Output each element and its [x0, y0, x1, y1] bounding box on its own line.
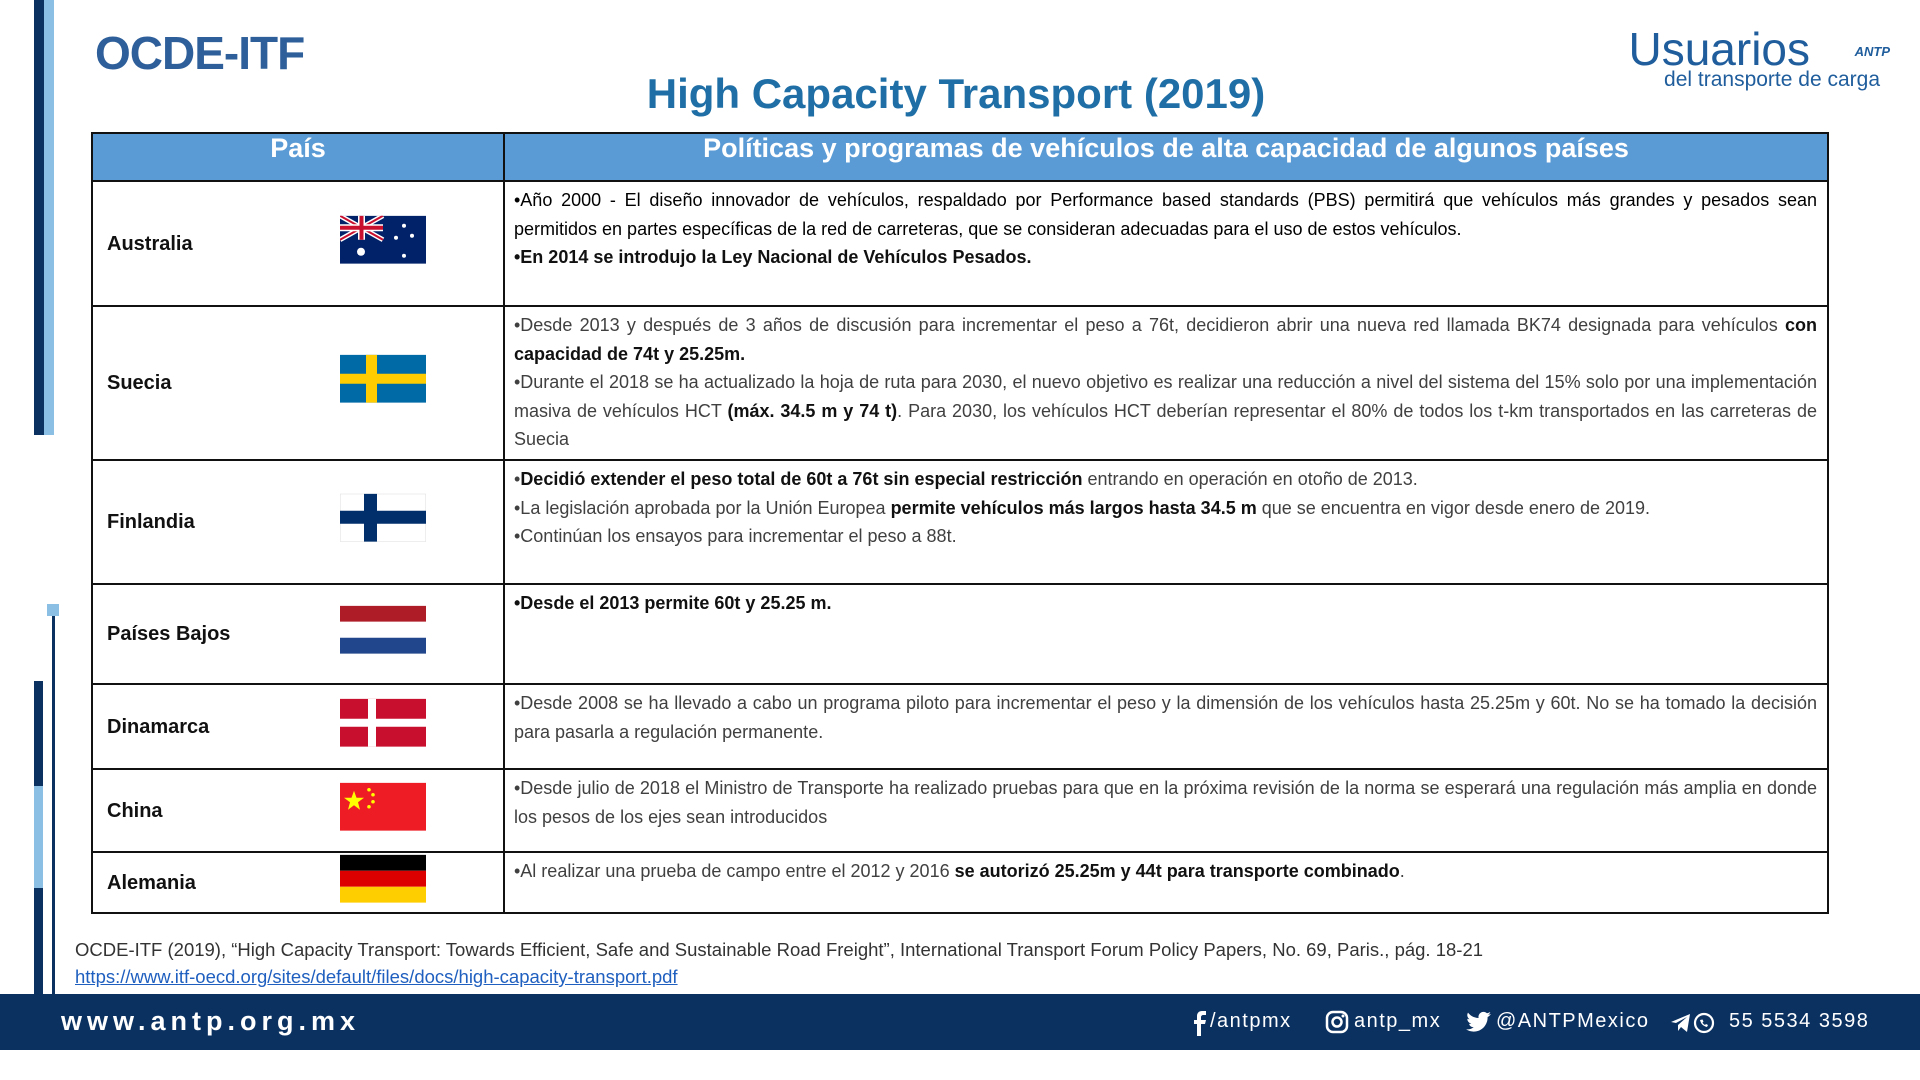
flag [338, 213, 426, 272]
instagram[interactable]: antp_mx [1354, 1010, 1442, 1032]
policy-cell: •Desde 2013 y después de 3 años de discu… [503, 305, 1829, 461]
citation-link[interactable]: https://www.itf-oecd.org/sites/default/f… [75, 966, 678, 987]
table-row: Australia •Año 2000 - El diseño innovador… [91, 180, 1829, 307]
policy-cell: •Desde el 2013 permite 60t y 25.25 m. [503, 583, 1829, 685]
deco-line [52, 616, 55, 994]
table-row: Suecia •Desde 2013 y después de 3 años de… [91, 305, 1829, 461]
deco-bar [34, 0, 44, 435]
country-cell: Alemania [91, 851, 505, 914]
bullet: •Desde 2008 se ha llevado a cabo un prog… [514, 689, 1817, 746]
instagram-icon [1325, 1010, 1349, 1034]
table-row: Alemania •Al realizar una prueba de campo… [91, 851, 1829, 914]
text-run: •Durante el 2018 se ha actualizado la ho… [514, 372, 1817, 421]
table-row: Finlandia •Decidió extender el peso total… [91, 459, 1829, 585]
column-header: Políticas y programas de vehículos de al… [503, 132, 1829, 182]
text-run: Decidió extender el peso total de 60t a … [520, 469, 1083, 489]
table-row: Países Bajos •Desde el 2013 permite 60t y… [91, 583, 1829, 685]
policy-cell: •Desde 2008 se ha llevado a cabo un prog… [503, 683, 1829, 770]
text-run: permite vehículos más largos hasta 34.5 … [890, 497, 1257, 518]
country-cell: China [91, 768, 505, 853]
bullet: •Continúan los ensayos para incrementar … [514, 522, 1817, 551]
footer: www.antp.org.mx /antpmx antp_mx @ANTPMex… [0, 994, 1920, 1050]
country-cell: Finlandia [91, 459, 505, 585]
flag [340, 854, 426, 911]
text-run: •Año 2000 - El diseño innovador de vehíc… [514, 190, 1817, 239]
country-name: Finlandia [107, 510, 195, 533]
logo-badge: ANTP [1854, 44, 1890, 59]
column-header: País [91, 132, 505, 182]
twitter[interactable]: @ANTPMexico [1496, 1010, 1650, 1032]
deco-bar [34, 786, 43, 888]
bullet: •En 2014 se introdujo la Ley Nacional de… [514, 243, 1817, 272]
country-cell: Países Bajos [91, 583, 505, 685]
text-run: •Desde 2008 se ha llevado a cabo un prog… [514, 693, 1817, 742]
title: High Capacity Transport (2019) [646, 70, 1266, 117]
twitter-icon [1466, 1011, 1491, 1032]
text-run: que se encuentra en vigor desde enero de… [1256, 497, 1651, 518]
country-name: Suecia [107, 371, 172, 394]
policy-cell: •Año 2000 - El diseño innovador de vehíc… [503, 180, 1829, 307]
country-name: Países Bajos [107, 622, 231, 645]
policy-cell: •Al realizar una prueba de campo entre e… [503, 851, 1829, 914]
bullet: •Decidió extender el peso total de 60t a… [514, 465, 1817, 494]
bullet: •Durante el 2018 se ha actualizado la ho… [514, 368, 1817, 454]
policy-table: País Políticas y programas de vehículos d… [91, 132, 1829, 914]
bullet: •Desde el 2013 permite 60t y 25.25 m. [514, 589, 1817, 618]
website[interactable]: www.antp.org.mx [61, 1006, 361, 1036]
deco-square [47, 604, 59, 616]
table-row: China •Desde julio de 2018 el Ministro de… [91, 768, 1829, 853]
text-run: •Desde julio de 2018 el Ministro de Tran… [514, 778, 1817, 827]
citation-text: OCDE-ITF (2019), “High Capacity Transpor… [75, 939, 1484, 960]
bullet: •Año 2000 - El diseño innovador de vehíc… [514, 186, 1817, 243]
text-run: •Desde el 2013 permite 60t y 25.25 m. [514, 593, 832, 613]
bullet: •Desde 2013 y después de 3 años de discu… [514, 311, 1817, 368]
flag [340, 354, 426, 412]
text-run: • [514, 469, 521, 489]
text-run: •En 2014 se introdujo la Ley Nacional de… [514, 247, 1032, 267]
text-run: •Al realizar una prueba de campo entre e… [514, 861, 955, 881]
facebook-icon [1194, 1011, 1206, 1036]
bullet: •La legislación aprobada por la Unión Eu… [514, 494, 1817, 523]
policy-cell: •Desde julio de 2018 el Ministro de Tran… [503, 768, 1829, 853]
text-run: . [1399, 861, 1405, 881]
text-run: (máx. 34.5 m y 74 t) [727, 400, 898, 421]
text-run: •Continúan los ensayos para incrementar … [514, 526, 957, 546]
facebook[interactable]: /antpmx [1210, 1010, 1292, 1032]
logo-tagline: del transporte de carga [1664, 68, 1880, 91]
logo-name: Usuarios [1628, 23, 1810, 75]
brand: OCDE-ITF [95, 27, 305, 79]
text-run: •La legislación aprobada por la Unión Eu… [514, 497, 891, 518]
text-run: con capacidad de 74t y 25.25m. [514, 315, 1817, 364]
bullet: •Al realizar una prueba de campo entre e… [514, 857, 1817, 886]
table-row: Dinamarca •Desde 2008 se ha llevado a cab… [91, 683, 1829, 770]
flag [340, 698, 426, 755]
phone[interactable]: 55 5534 3598 [1729, 1010, 1870, 1032]
text-run: entrando en operación en otoño de 2013. [1082, 469, 1418, 489]
country-cell: Suecia [91, 305, 505, 461]
bullet: •Desde julio de 2018 el Ministro de Tran… [514, 774, 1817, 831]
policy-cell: •Decidió extender el peso total de 60t a… [503, 459, 1829, 585]
phone-icons [1671, 1012, 1715, 1034]
citation: OCDE-ITF (2019), “High Capacity Transpor… [75, 936, 1483, 990]
country-name: Dinamarca [107, 715, 210, 738]
deco-bar [44, 0, 54, 435]
country-cell: Dinamarca [91, 683, 505, 770]
country-name: Alemania [107, 871, 196, 894]
country-name: China [107, 799, 163, 822]
text-run: •Desde 2013 y después de 3 años de discu… [514, 315, 1785, 335]
country-name: Australia [107, 232, 193, 255]
text-run: . Para 2030, los vehículos HCT deberían … [514, 400, 1817, 450]
flag [339, 493, 427, 551]
flag [340, 605, 426, 663]
text-run: se autorizó 25.25m y 44t para transporte… [954, 861, 1400, 881]
flag [340, 782, 426, 839]
country-cell: Australia [91, 180, 505, 307]
